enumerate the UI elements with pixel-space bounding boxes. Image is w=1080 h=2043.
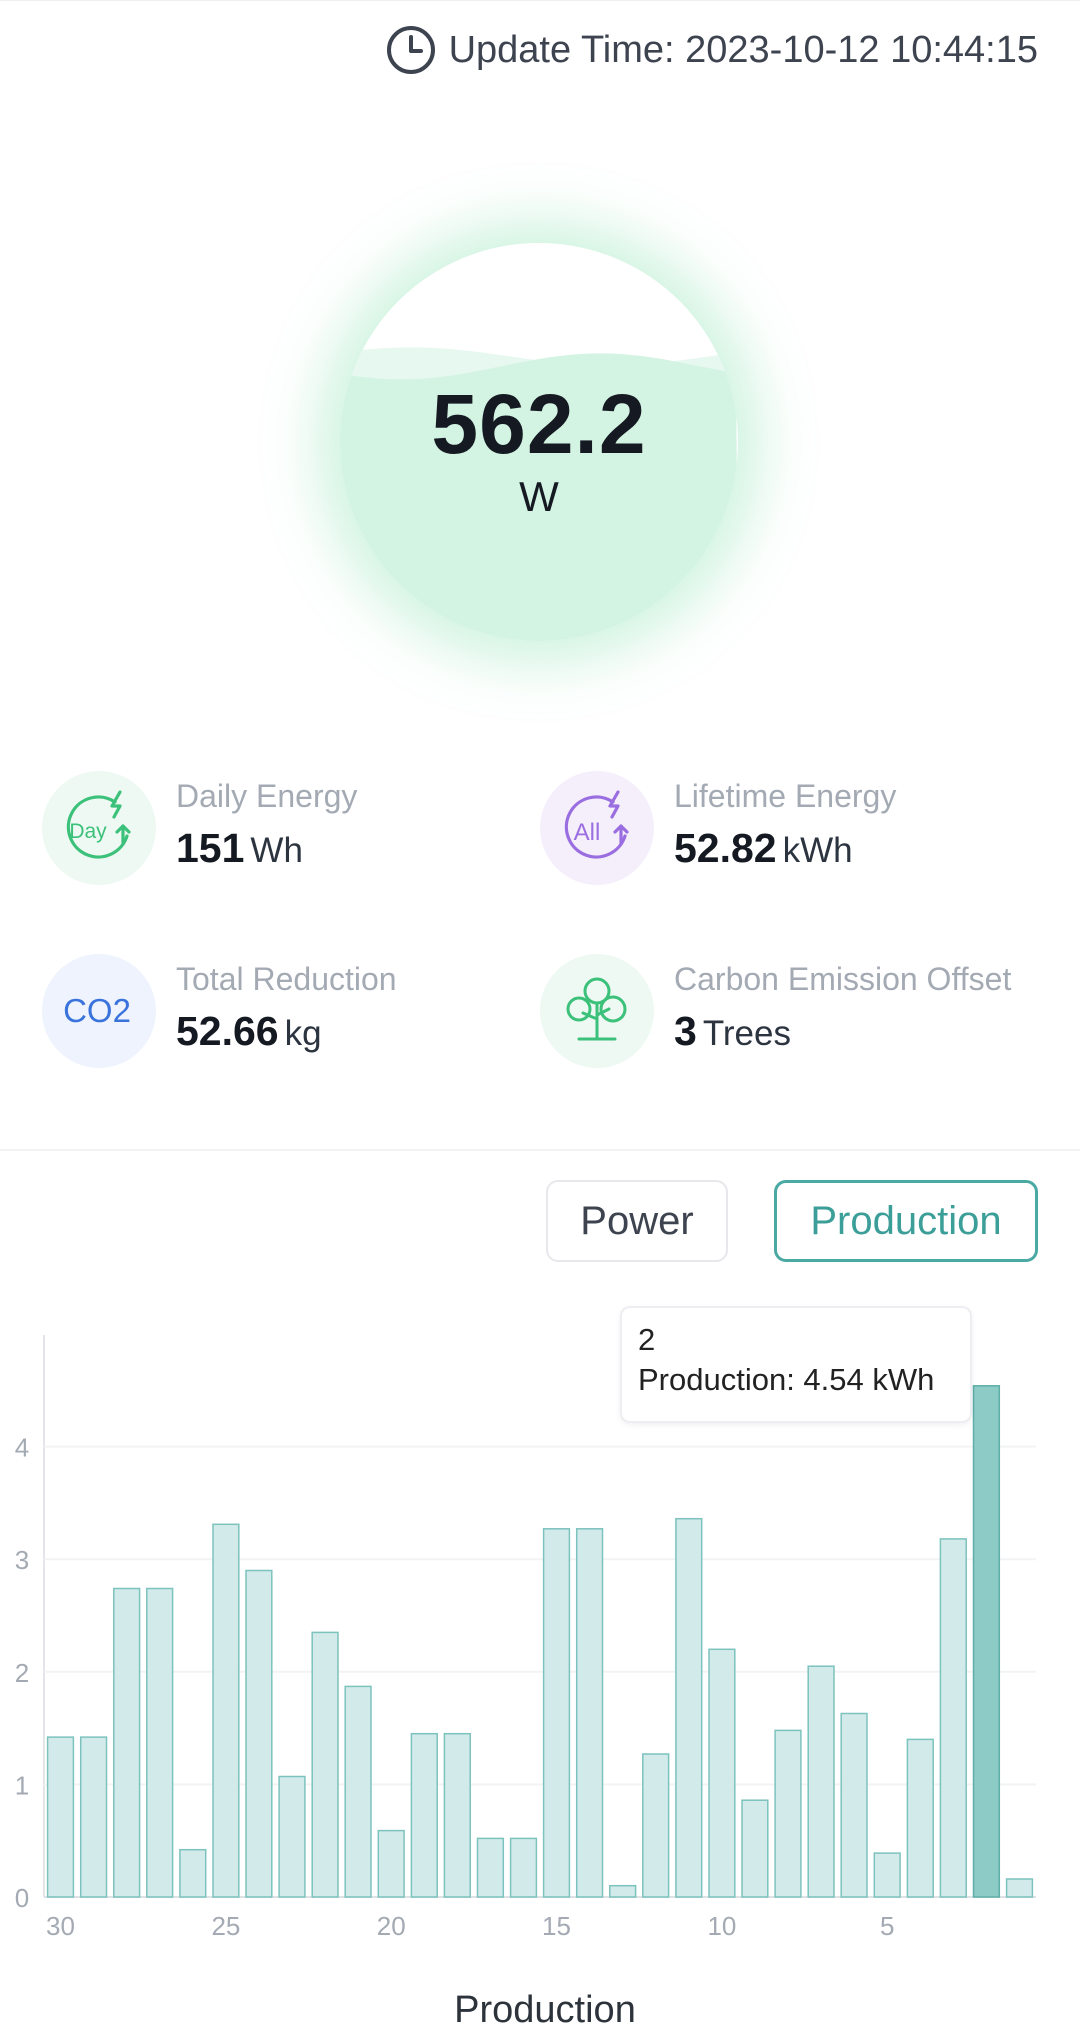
bar xyxy=(476,1837,505,1898)
bar xyxy=(443,1732,471,1898)
bar xyxy=(278,1775,306,1898)
gauge-liquid xyxy=(340,243,738,641)
bar xyxy=(542,1528,571,1898)
gauge-wave-front xyxy=(340,353,738,641)
total-reduction-unit: kg xyxy=(284,1014,322,1053)
lifetime-energy-stat: All Lifetime Energy 52.82 kWh xyxy=(540,771,896,885)
bar xyxy=(873,1852,901,1898)
chart-x-axis-title: Production xyxy=(454,1989,636,2031)
bar xyxy=(575,1528,604,1898)
y-tick-label: 4 xyxy=(15,1433,29,1463)
bar xyxy=(708,1648,736,1898)
lifetime-energy-unit: kWh xyxy=(782,831,853,870)
lifetime-energy-value: 52.82 xyxy=(674,825,777,871)
bar xyxy=(609,1884,637,1898)
bar xyxy=(939,1538,967,1898)
tree-icon xyxy=(540,954,654,1068)
lifetime-energy-label: Lifetime Energy xyxy=(674,778,897,814)
bar xyxy=(46,1736,75,1898)
total-reduction-label: Total Reduction xyxy=(176,961,397,997)
bar xyxy=(675,1517,703,1898)
power-gauge: 562.2 W xyxy=(340,243,738,641)
x-tick-label: 25 xyxy=(211,1911,240,1941)
carbon-offset-unit: Trees xyxy=(702,1014,791,1053)
top-border xyxy=(0,0,1080,1)
daily-energy-label: Daily Energy xyxy=(176,778,358,814)
all-energy-icon: All xyxy=(540,771,654,885)
power-unit: W xyxy=(519,473,559,520)
daily-energy-value: 151 xyxy=(176,825,245,871)
bar xyxy=(774,1729,802,1898)
co2-icon: CO2 xyxy=(42,954,156,1068)
x-tick-label: 30 xyxy=(46,1911,75,1941)
production-tab-button[interactable]: Production xyxy=(774,1180,1038,1262)
svg-text:Day: Day xyxy=(69,820,107,843)
bar xyxy=(906,1738,934,1898)
section-divider xyxy=(0,1149,1080,1151)
bar xyxy=(344,1685,372,1898)
daily-energy-stat: Day Daily Energy 151 Wh xyxy=(42,771,357,885)
y-tick-label: 3 xyxy=(15,1545,29,1575)
y-tick-label: 1 xyxy=(15,1770,29,1800)
bar xyxy=(245,1569,273,1898)
bar xyxy=(311,1631,339,1898)
bar-highlighted xyxy=(972,1385,1001,1898)
total-reduction-value: 52.66 xyxy=(176,1008,279,1054)
x-tick-label: 20 xyxy=(377,1911,406,1941)
tooltip-title: 2 xyxy=(638,1322,656,1357)
bar xyxy=(113,1587,141,1898)
y-tick-label: 0 xyxy=(15,1883,29,1913)
svg-text:CO2: CO2 xyxy=(63,992,131,1029)
update-time-row: Update Time: 2023-10-12 10:44:15 xyxy=(385,22,1038,78)
bar xyxy=(741,1799,769,1898)
bar xyxy=(212,1523,240,1898)
bar xyxy=(509,1837,538,1898)
clock-icon xyxy=(386,26,435,74)
bar xyxy=(377,1829,405,1898)
carbon-offset-stat: Carbon Emission Offset 3 Trees xyxy=(540,954,1011,1068)
bar xyxy=(642,1753,670,1898)
chart-tooltip: 2 Production: 4.54 kWh xyxy=(620,1306,972,1423)
bar xyxy=(1005,1878,1034,1898)
power-tab-button[interactable]: Power xyxy=(546,1180,728,1262)
svg-text:All: All xyxy=(574,819,601,846)
production-bar-chart: 0 1 2 3 4 30 25 20 15 10 5 xyxy=(15,1335,1036,1941)
daily-energy-unit: Wh xyxy=(250,831,303,870)
bar xyxy=(79,1736,108,1898)
x-tick-label: 5 xyxy=(880,1911,894,1941)
bar xyxy=(840,1712,868,1898)
tooltip-text: Production: 4.54 kWh xyxy=(638,1362,935,1397)
y-tick-label: 2 xyxy=(15,1658,29,1688)
bar xyxy=(179,1848,207,1898)
bar xyxy=(146,1587,174,1898)
day-energy-icon: Day xyxy=(42,771,156,885)
total-reduction-stat: CO2 Total Reduction 52.66 kg xyxy=(42,954,397,1068)
carbon-offset-label: Carbon Emission Offset xyxy=(674,961,1012,997)
x-tick-label: 10 xyxy=(707,1911,736,1941)
update-time-text: Update Time: 2023-10-12 10:44:15 xyxy=(448,28,1038,71)
bar xyxy=(807,1665,835,1898)
carbon-offset-value: 3 xyxy=(674,1008,697,1054)
x-tick-label: 15 xyxy=(542,1911,571,1941)
bar xyxy=(410,1732,438,1898)
power-value: 562.2 xyxy=(431,377,647,471)
